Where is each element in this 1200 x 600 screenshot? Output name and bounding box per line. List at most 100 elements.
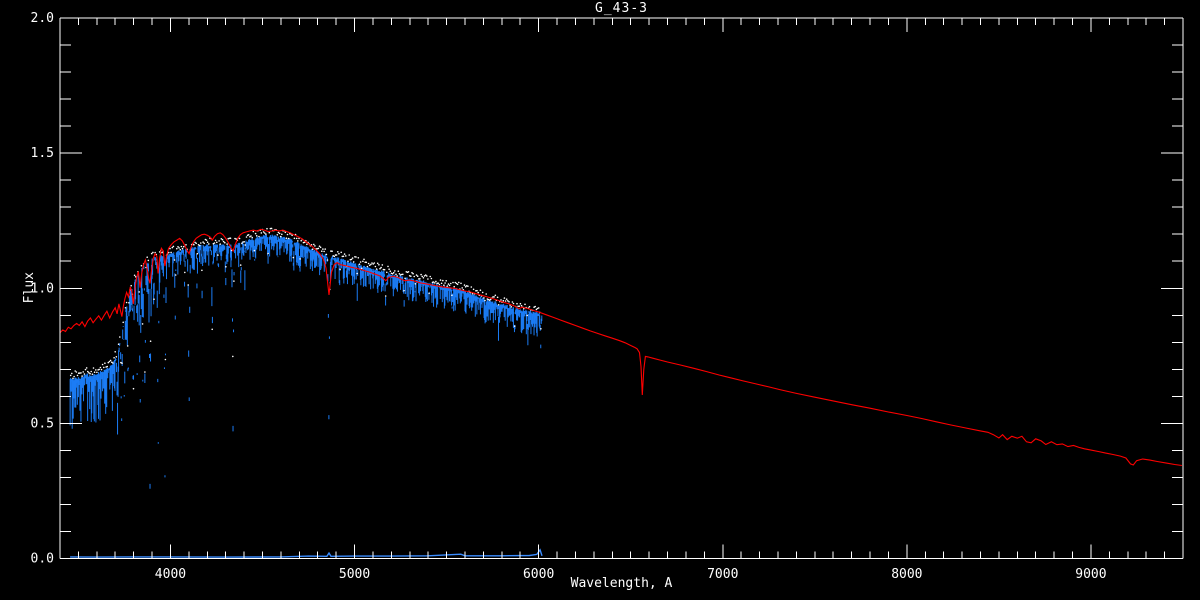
- observed-dot: [382, 268, 385, 271]
- observed-dot: [380, 266, 382, 269]
- observed-dot: [330, 250, 332, 252]
- observed-dot: [422, 277, 425, 279]
- observed-dot: [176, 247, 178, 250]
- observed-dot: [181, 247, 184, 250]
- observed-dot: [126, 345, 129, 347]
- observed-dot: [500, 299, 502, 301]
- observed-dot: [172, 245, 175, 248]
- observed-dot: [452, 281, 454, 284]
- observed-dot: [93, 371, 96, 374]
- observed-dot: [253, 249, 256, 252]
- observed-dot: [366, 265, 369, 268]
- observed-dot: [300, 239, 303, 242]
- observed-dot: [258, 235, 260, 238]
- observed-dot: [376, 262, 379, 265]
- x-tick-label: 5000: [339, 567, 370, 582]
- observed-dot: [302, 241, 305, 244]
- observed-dot: [350, 258, 353, 261]
- observed-dot: [125, 301, 128, 304]
- x-tick-label: 4000: [155, 567, 186, 582]
- observed-dot: [404, 277, 406, 280]
- observed-dot: [303, 241, 306, 244]
- observed-dot: [523, 307, 525, 310]
- observed-dot: [403, 289, 405, 292]
- observed-dot: [477, 291, 480, 294]
- observed-dot: [124, 307, 127, 309]
- observed-dot: [106, 365, 108, 368]
- observed-dot: [130, 284, 132, 287]
- observed-dot: [430, 277, 433, 280]
- observed-dot: [85, 367, 88, 369]
- observed-dot: [339, 268, 341, 271]
- observed-dot: [325, 253, 328, 256]
- observed-dot: [238, 237, 241, 240]
- observed-dot: [287, 237, 290, 240]
- observed-dot: [413, 275, 416, 278]
- observed-dot: [179, 248, 182, 251]
- observed-dot: [443, 284, 445, 287]
- observed-dot: [351, 257, 354, 259]
- observed-dot: [493, 296, 495, 298]
- observed-dot: [371, 262, 373, 264]
- axes: [59, 17, 1184, 559]
- observed-dot: [171, 246, 174, 249]
- observed-dot: [438, 283, 441, 286]
- y-tick-label: 2.0: [31, 11, 54, 26]
- x-tick-label: 7000: [707, 567, 738, 582]
- x-tick-label: 8000: [891, 567, 922, 582]
- observed-dot: [270, 227, 273, 230]
- observed-dot: [395, 273, 397, 276]
- observed-dot: [458, 281, 460, 284]
- observed-dot: [144, 371, 146, 373]
- observed-dot: [263, 232, 266, 234]
- observed-dot: [122, 321, 124, 324]
- observed-dot: [391, 273, 394, 275]
- observed-dot: [88, 372, 90, 374]
- observed-dot: [254, 232, 257, 235]
- observed-dot: [72, 377, 74, 380]
- error-spectrum-line: [70, 548, 543, 558]
- observed-dot: [337, 251, 339, 253]
- observed-dot: [233, 280, 235, 282]
- observed-dot: [516, 302, 518, 305]
- observed-dot: [412, 272, 414, 275]
- observed-dot: [445, 280, 448, 282]
- observed-dot: [152, 251, 154, 254]
- observed-dot: [484, 299, 486, 302]
- y-tick-label: 1.5: [31, 146, 54, 161]
- observed-dot: [184, 271, 186, 274]
- observed-dot: [357, 257, 360, 259]
- observed-dot: [82, 371, 84, 373]
- x-tick-label: 6000: [523, 567, 554, 582]
- observed-dot: [368, 264, 371, 267]
- observed-dot: [387, 265, 389, 268]
- observed-dot: [286, 233, 289, 236]
- observed-dot: [83, 373, 86, 375]
- observed-dot: [115, 356, 118, 358]
- observed-dot: [196, 252, 199, 255]
- observed-dot: [241, 242, 243, 245]
- observed-dot: [362, 260, 364, 263]
- observed-dot: [372, 263, 375, 265]
- observed-spectrum-line: [69, 234, 543, 489]
- observed-dot: [112, 362, 114, 364]
- observed-dot: [92, 367, 95, 369]
- observed-dot: [279, 235, 282, 238]
- observed-dot: [99, 366, 102, 369]
- observed-dot: [224, 241, 226, 244]
- observed-dot: [338, 252, 340, 255]
- observed-dot: [464, 286, 467, 288]
- observed-dot: [267, 252, 269, 255]
- observed-dot: [276, 234, 279, 236]
- observed-dot: [299, 258, 301, 260]
- y-tick-label: 0.0: [31, 552, 54, 567]
- observed-dot: [216, 241, 218, 244]
- observed-dot: [211, 328, 213, 331]
- observed-dot: [170, 251, 172, 254]
- observed-dot: [306, 243, 308, 246]
- y-tick-label: 0.5: [31, 416, 54, 431]
- observed-dot: [228, 237, 231, 240]
- observed-dot: [260, 232, 263, 234]
- observed-dot: [107, 361, 110, 364]
- observed-dot: [277, 231, 280, 234]
